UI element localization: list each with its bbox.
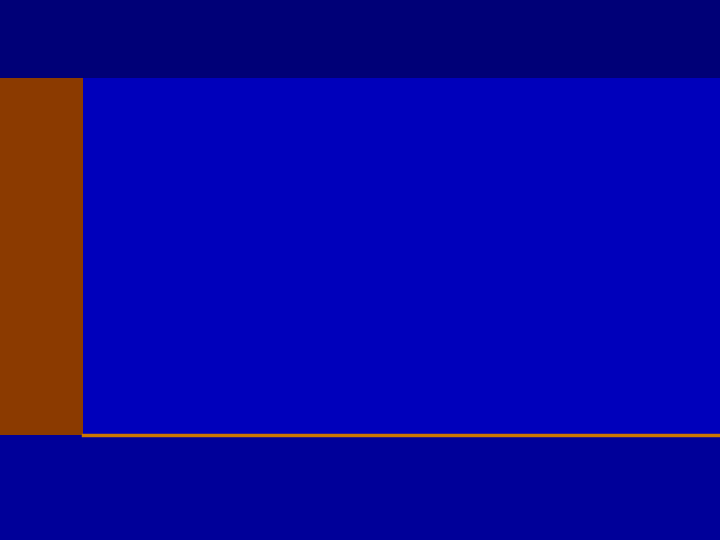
- Text: A   =: A =: [196, 236, 264, 264]
- Text: $min\,(E_\alpha - E_i)$: $min\,(E_\alpha - E_i)$: [378, 396, 462, 414]
- Text: $E_i(t_i\;t_0)$: $E_i(t_i\;t_0)$: [272, 343, 348, 367]
- Text: • Eigenvectors ⇔ “wave functions”: • Eigenvectors ⇔ “wave functions”: [135, 486, 462, 504]
- Text: $\partial\,i$: $\partial\,i$: [82, 368, 98, 382]
- Text: The eigenvalues of: The eigenvalues of: [297, 186, 482, 205]
- Text: $C(t_0)$: $C(t_0)$: [469, 250, 521, 274]
- Text: • Eigenvalues ⇔ Energies = masses of stable particles, (or energy of: • Eigenvalues ⇔ Energies = masses of sta…: [135, 436, 720, 454]
- Text: $e^i$: $e^i$: [472, 340, 498, 370]
- Text: C(t): C(t): [389, 236, 441, 264]
- Text: Methodology: Luscher-Wolff: Methodology: Luscher-Wolff: [124, 13, 696, 47]
- Text: Compute correlation matrix from the  r  sources and  r  sinks: Compute correlation matrix from the r so…: [126, 76, 674, 94]
- Text: scattering state for unstable particles): scattering state for unstable particles): [217, 458, 582, 476]
- Text: 1  +: 1 +: [386, 341, 444, 369]
- Text: ✱: ✱: [45, 18, 66, 42]
- Text: 1: 1: [332, 223, 348, 247]
- Text: $C(t_0)$: $C(t_0)$: [322, 250, 374, 274]
- Text: !: !: [161, 345, 169, 365]
- Text: $C_{\mathsf{\circledR}-}(t;t_0)$   =   $\mathsf{h0j}O_\mathsf{\circledR}(t)\;O_{: $C_{\mathsf{\circledR}-}(t;t_0)$ = $\mat…: [141, 118, 639, 152]
- Text: $\partial_i$: $\partial_i$: [96, 343, 114, 366]
- Text: p: p: [296, 236, 314, 264]
- Text: $\phi\,E(t_i\;t_0)$: $\phi\,E(t_i\;t_0)$: [516, 343, 604, 367]
- Text: are●: are●: [330, 295, 379, 314]
- Text: $e^i$: $e^i$: [217, 340, 243, 370]
- Text: 1: 1: [482, 223, 498, 247]
- Text: p: p: [446, 236, 464, 264]
